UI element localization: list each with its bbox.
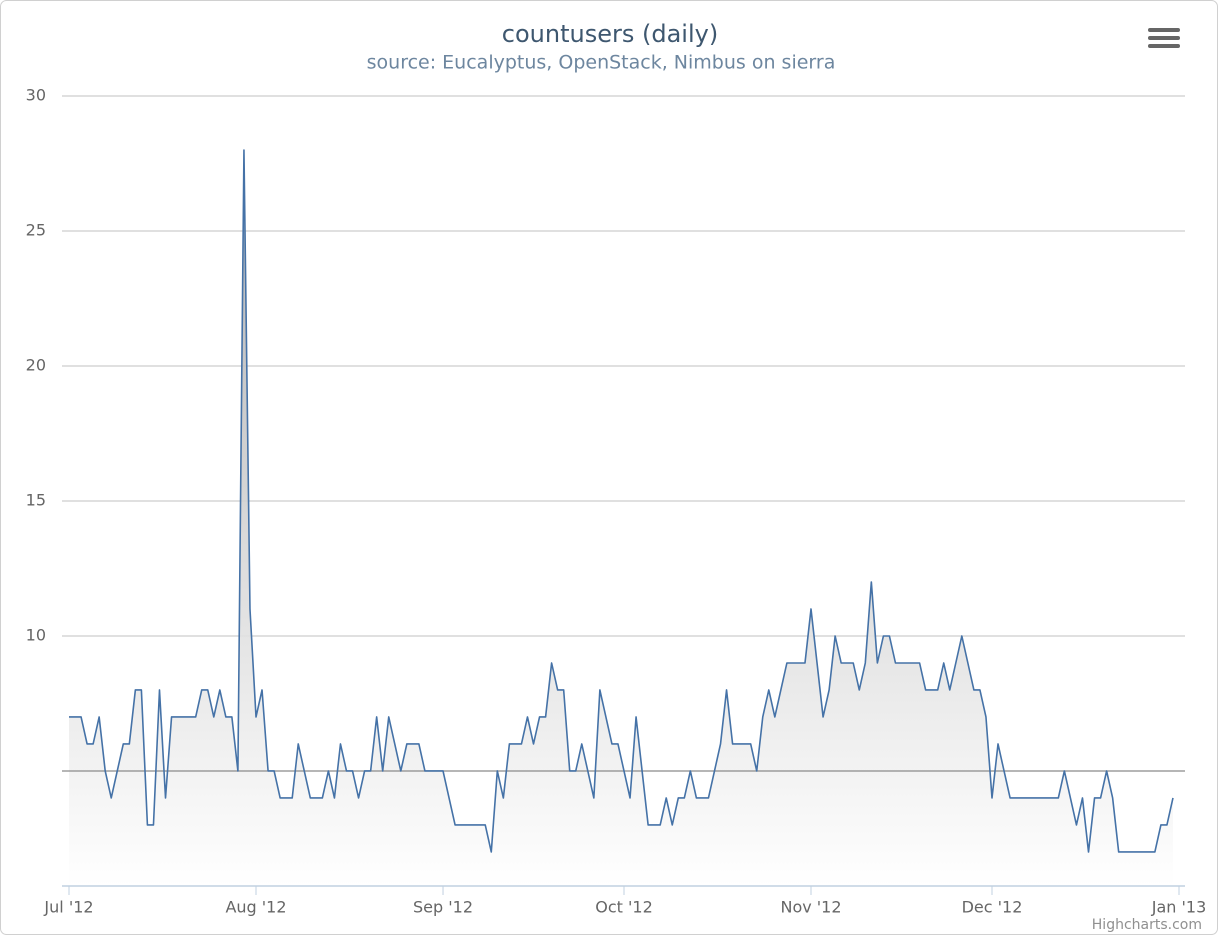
x-tick-label: Aug '12: [225, 898, 286, 917]
menu-bar: [1148, 36, 1180, 40]
chart-title: countusers (daily): [502, 20, 718, 48]
series-line: [69, 149, 1174, 853]
y-tick-label: 15: [26, 490, 46, 509]
x-tick-label: Dec '12: [962, 898, 1023, 917]
y-tick-label: 10: [26, 625, 46, 644]
x-tick-label: Sep '12: [413, 898, 473, 917]
y-tick-label: 30: [26, 86, 46, 105]
credits: Highcharts.com: [1092, 917, 1202, 933]
menu-bar: [1148, 44, 1180, 48]
x-tick-label: Oct '12: [595, 898, 653, 917]
x-tick-label: Jan '13: [1151, 898, 1207, 917]
menu-button[interactable]: [1148, 28, 1180, 48]
y-tick-label: 25: [26, 220, 46, 239]
chart-subtitle: source: Eucalyptus, OpenStack, Nimbus on…: [367, 52, 836, 74]
x-tick-label: Nov '12: [780, 898, 841, 917]
x-tick-label: Jul '12: [43, 898, 93, 917]
y-tick-label: 20: [26, 355, 46, 374]
menu-bar: [1148, 28, 1180, 32]
area-fill: [69, 150, 1173, 886]
